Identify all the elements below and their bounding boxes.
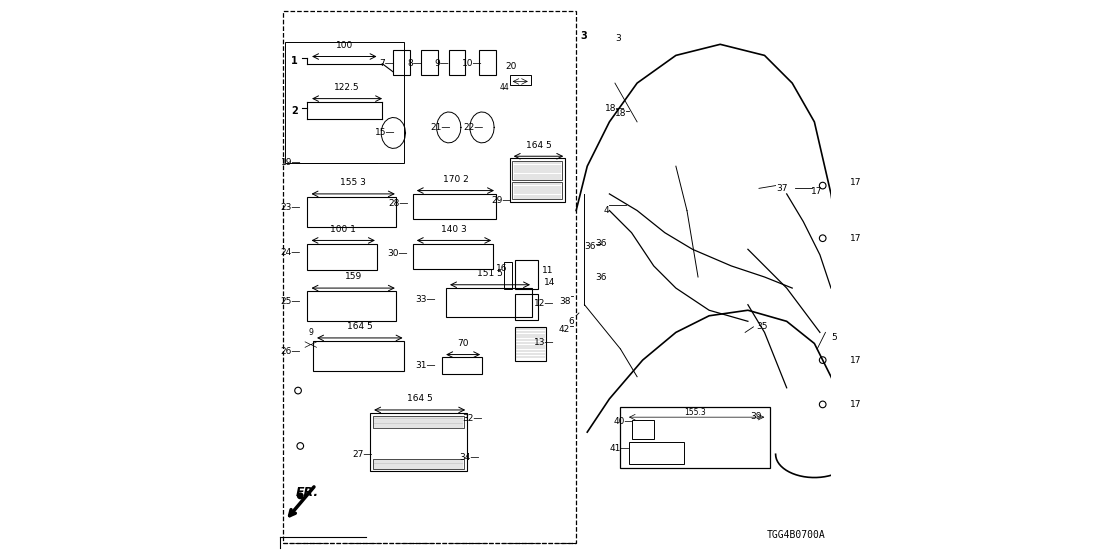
Text: 17: 17 — [850, 234, 862, 243]
Bar — [515, 327, 546, 361]
Text: TGG4B0700A: TGG4B0700A — [767, 530, 825, 540]
Text: 164 5: 164 5 — [407, 394, 432, 403]
Text: 140 3: 140 3 — [441, 225, 466, 234]
Text: 17: 17 — [850, 400, 862, 409]
Bar — [308, 291, 397, 321]
Text: 9: 9 — [308, 328, 314, 337]
Text: 6: 6 — [568, 317, 575, 326]
Text: 100 1: 100 1 — [330, 225, 356, 234]
Bar — [413, 194, 496, 219]
Text: 22—: 22— — [463, 123, 484, 132]
Text: 35: 35 — [756, 322, 768, 331]
Text: 42: 42 — [558, 325, 570, 334]
Text: FR.: FR. — [296, 486, 319, 499]
Bar — [445, 288, 532, 317]
Bar — [372, 416, 464, 428]
Text: 15—: 15— — [375, 129, 396, 137]
Text: 37: 37 — [777, 184, 788, 193]
Bar — [286, 42, 404, 163]
Text: 27—: 27— — [352, 450, 373, 459]
Bar — [510, 158, 565, 202]
Text: 36: 36 — [584, 242, 596, 251]
Bar — [515, 294, 538, 320]
Bar — [515, 260, 538, 289]
Text: 14: 14 — [544, 278, 555, 287]
Bar — [504, 262, 513, 289]
Text: 34—: 34— — [460, 453, 480, 461]
Bar — [513, 182, 563, 199]
Text: 29—: 29— — [491, 196, 512, 205]
Text: 18: 18 — [615, 109, 626, 118]
Text: 170 2: 170 2 — [442, 175, 469, 184]
Bar — [308, 244, 377, 270]
Bar — [629, 442, 684, 464]
Text: 31—: 31— — [416, 361, 435, 370]
Bar — [314, 341, 404, 371]
Bar — [449, 50, 465, 75]
Text: 32—: 32— — [462, 414, 482, 423]
Text: 19—: 19— — [280, 158, 301, 167]
Bar — [283, 11, 576, 543]
Text: 18—: 18— — [605, 104, 625, 112]
Bar — [413, 244, 493, 269]
Text: 38: 38 — [560, 297, 571, 306]
Text: 20: 20 — [505, 62, 516, 71]
Text: 8—: 8— — [407, 59, 422, 68]
Text: 2: 2 — [291, 106, 298, 116]
Text: 4: 4 — [604, 206, 609, 215]
Text: 100: 100 — [336, 41, 353, 50]
Bar — [393, 50, 410, 75]
Text: 17: 17 — [850, 178, 862, 187]
Bar — [620, 407, 770, 468]
Text: 9—: 9— — [434, 59, 450, 68]
Text: 13—: 13— — [534, 338, 555, 347]
Text: 17: 17 — [850, 356, 862, 365]
Text: 44: 44 — [500, 83, 509, 92]
Text: 122.5: 122.5 — [335, 83, 360, 92]
Text: 16: 16 — [495, 264, 507, 273]
Text: 36: 36 — [595, 239, 607, 248]
Text: 40—: 40— — [613, 417, 634, 425]
Text: 1: 1 — [291, 56, 298, 66]
Text: 151 5: 151 5 — [478, 269, 503, 278]
Circle shape — [298, 493, 304, 499]
Text: 164 5: 164 5 — [525, 141, 552, 150]
Bar — [308, 197, 397, 227]
Bar — [632, 420, 654, 439]
Text: 155 3: 155 3 — [340, 178, 366, 187]
Text: 28—: 28— — [389, 199, 409, 208]
Text: 3: 3 — [615, 34, 620, 43]
Text: 12—: 12— — [534, 299, 555, 308]
Bar — [513, 161, 563, 180]
Text: 155.3: 155.3 — [685, 408, 706, 417]
Bar — [372, 459, 464, 469]
Text: 30—: 30— — [388, 249, 408, 258]
Text: 24—: 24— — [280, 248, 301, 257]
Text: 164 5: 164 5 — [347, 322, 372, 331]
Text: 159: 159 — [345, 273, 362, 281]
Text: 39: 39 — [750, 412, 762, 421]
Text: 10—: 10— — [462, 59, 483, 68]
Text: 11: 11 — [542, 266, 553, 275]
Text: 5: 5 — [831, 334, 837, 342]
Bar — [442, 357, 482, 374]
Text: 70: 70 — [458, 339, 469, 348]
Text: 33—: 33— — [416, 295, 435, 304]
Bar — [421, 50, 438, 75]
Bar — [480, 50, 496, 75]
Text: 17: 17 — [811, 187, 823, 196]
Text: 25—: 25— — [280, 297, 301, 306]
Text: 36: 36 — [595, 273, 607, 281]
Text: 7—: 7— — [379, 59, 394, 68]
Text: 23—: 23— — [280, 203, 301, 212]
Text: 3: 3 — [579, 31, 587, 41]
Text: 21—: 21— — [430, 123, 451, 132]
Bar — [510, 75, 531, 85]
Text: 26—: 26— — [280, 347, 301, 356]
Bar — [370, 413, 468, 471]
Text: 41—: 41— — [609, 444, 629, 453]
